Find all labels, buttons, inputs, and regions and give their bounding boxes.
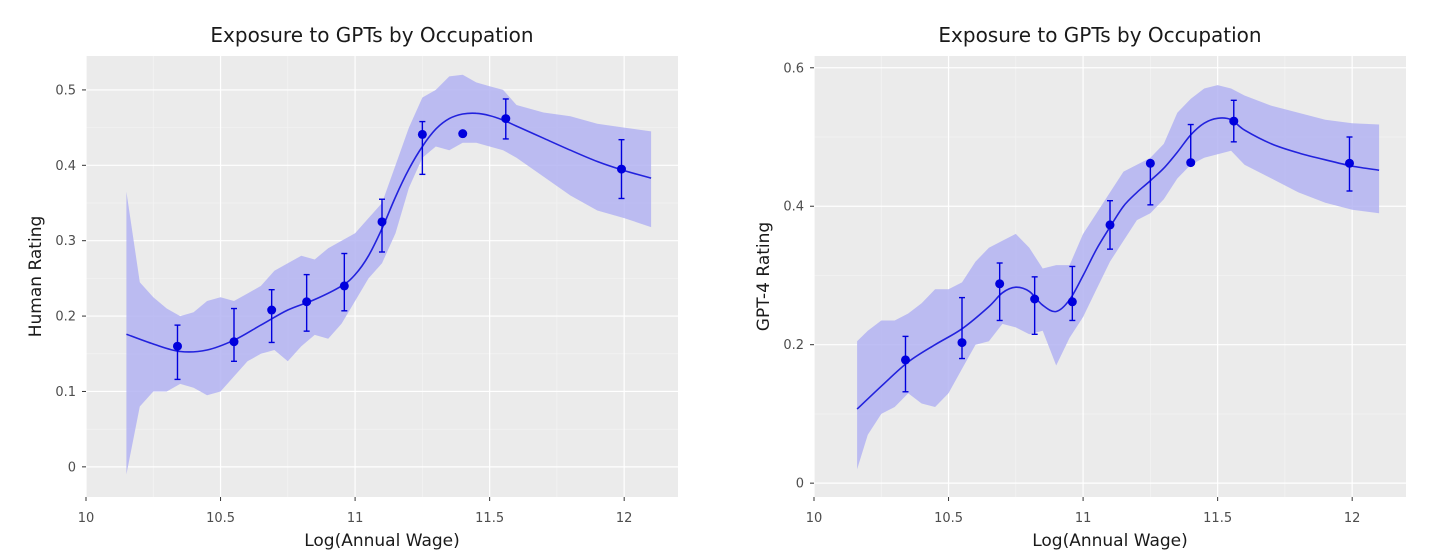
- y-tick-label: 0.3: [55, 234, 76, 249]
- x-tick-label: 10.5: [934, 511, 963, 526]
- chart-1: 10 10.5 11 11.5 12 0 0.1 0.2 0.3 0.4 0.5 Exposure t…: [26, 23, 678, 551]
- data-point-8: [458, 129, 468, 139]
- data-point-3: [267, 305, 277, 315]
- x-tick-label: 10: [78, 511, 95, 526]
- chart-title: Exposure to GPTs by Occupation: [938, 23, 1261, 47]
- y-tick-label: 0.2: [55, 310, 76, 325]
- data-point-7: [1145, 158, 1155, 168]
- x-axis-label: Log(Annual Wage): [1032, 531, 1188, 551]
- data-point-10: [1344, 158, 1354, 168]
- fit-line: [126, 112, 652, 353]
- data-point-7: [417, 129, 427, 139]
- data-point-3: [995, 279, 1005, 289]
- x-tick-label: 11.5: [475, 511, 504, 526]
- y-tick-label: 0: [796, 477, 804, 492]
- chart-title: Exposure to GPTs by Occupation: [210, 23, 533, 47]
- data-point-6: [377, 217, 387, 227]
- x-tick-label: 12: [616, 511, 633, 526]
- y-tick-label: 0.5: [55, 83, 76, 98]
- x-axis-label: Log(Annual Wage): [304, 531, 460, 551]
- x-tick-label: 11.5: [1203, 511, 1232, 526]
- x-tick-label: 10: [806, 511, 823, 526]
- y-axis-label: GPT-4 Rating: [754, 222, 774, 331]
- y-tick-label: 0: [68, 460, 76, 475]
- data-point-4: [302, 297, 312, 307]
- data-point-6: [1105, 220, 1115, 230]
- x-tick-label: 11: [347, 511, 364, 526]
- data-point-9: [501, 114, 511, 124]
- y-tick-label: 0.2: [783, 338, 804, 353]
- y-axis-label: Human Rating: [26, 216, 46, 338]
- y-tick-label: 0.6: [783, 61, 804, 76]
- data-point-1: [900, 355, 910, 365]
- x-tick-label: 12: [1344, 511, 1361, 526]
- x-tick-label: 10.5: [206, 511, 235, 526]
- data-point-4: [1030, 294, 1040, 304]
- data-point-8: [1186, 158, 1196, 168]
- x-tick-label: 11: [1075, 511, 1092, 526]
- data-point-5: [1067, 297, 1077, 307]
- data-point-5: [339, 281, 349, 291]
- chart-2: 10 10.5 11 11.5 12 0 0.2 0.4 0.6 Exposure to GPTs…: [754, 23, 1406, 551]
- data-point-2: [957, 338, 967, 348]
- data-point-1: [172, 341, 182, 351]
- confidence-band: [857, 85, 1380, 470]
- fit-line: [856, 117, 1380, 410]
- y-tick-label: 0.4: [783, 200, 804, 215]
- data-point-9: [1229, 116, 1239, 126]
- data-point-10: [616, 164, 626, 174]
- data-point-2: [229, 337, 239, 347]
- y-tick-label: 0.4: [55, 159, 76, 174]
- y-tick-label: 0.1: [55, 385, 76, 400]
